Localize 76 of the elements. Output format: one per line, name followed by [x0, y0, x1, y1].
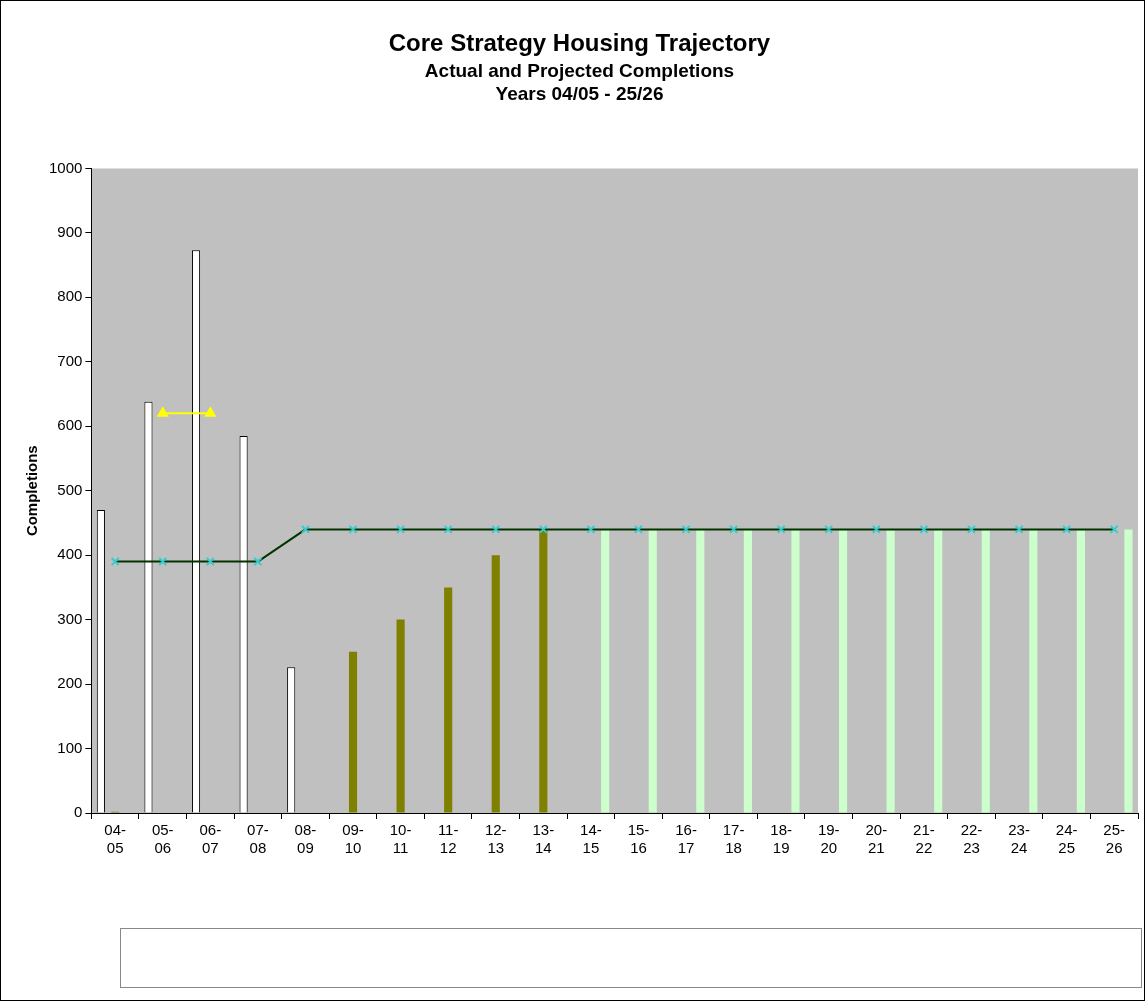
x-tick-label: 21-22	[913, 821, 935, 857]
point	[205, 557, 215, 567]
y-tick-label: 0	[74, 803, 83, 821]
bar	[648, 529, 657, 813]
bar	[743, 529, 752, 813]
bar	[838, 529, 848, 813]
y-axis-title: Completions	[23, 445, 41, 537]
point	[253, 557, 263, 567]
y-tick-label: 300	[57, 609, 83, 627]
bar	[886, 529, 895, 813]
x-tick-label: 18-19	[770, 821, 793, 857]
point	[586, 524, 596, 534]
point	[348, 524, 358, 534]
point	[729, 524, 739, 534]
x-tick-label: 19-20	[817, 821, 840, 857]
bar	[934, 529, 943, 813]
x-tick-label: 06-07	[199, 821, 222, 857]
point	[110, 557, 120, 567]
point	[776, 524, 786, 534]
text: Years 04/05 - 25/26	[495, 83, 664, 105]
bar	[539, 529, 548, 813]
point	[824, 524, 834, 534]
x-tick-label: 12-13	[484, 821, 507, 857]
point	[538, 524, 548, 534]
point	[919, 524, 929, 534]
bar	[791, 529, 800, 813]
point	[1109, 524, 1119, 534]
y-tick-label: 500	[57, 480, 83, 498]
point	[1014, 524, 1024, 534]
point	[491, 524, 501, 534]
bar	[348, 651, 358, 813]
y-tick-label: 600	[57, 416, 83, 434]
point	[681, 524, 691, 534]
y-tick-label: 700	[57, 351, 83, 369]
point	[300, 524, 310, 534]
point	[158, 557, 168, 567]
x-tick-label: 08-09	[294, 821, 317, 857]
text: Actual and Projected Completions	[424, 60, 735, 82]
x-tick-label: 15-16	[627, 821, 650, 857]
x-tick-label: 05-06	[151, 821, 174, 857]
x-tick-label: 11-12	[437, 821, 459, 857]
x-tick-label: 23-24	[1008, 821, 1030, 857]
x-tick-label: 24-25	[1055, 821, 1078, 857]
point	[443, 524, 453, 534]
x-tick-label: 07-08	[247, 821, 269, 857]
x-tick-label: 09-10	[342, 821, 364, 857]
y-tick-label: 100	[57, 738, 83, 756]
y-tick-label: 900	[57, 223, 83, 240]
bar	[1029, 529, 1038, 813]
x-tick-label: 10-11	[389, 821, 412, 857]
bar	[491, 555, 500, 813]
x-tick-label: 14-15	[580, 821, 602, 857]
point	[871, 524, 881, 534]
chart-title: Core Strategy Housing Trajectory	[388, 29, 771, 57]
x-tick-label: 25-26	[1103, 821, 1126, 857]
x-tick-label: 13-14	[532, 821, 555, 857]
point	[1062, 524, 1072, 534]
bar	[601, 529, 610, 813]
x-tick-label: 22-23	[960, 821, 983, 857]
bar	[396, 619, 405, 813]
y-tick-label: 400	[57, 545, 83, 563]
bar	[696, 529, 705, 813]
bar	[444, 587, 453, 813]
point	[633, 524, 644, 534]
x-tick-label: 20-21	[865, 821, 888, 857]
bar	[1124, 529, 1133, 813]
y-tick-label: 1000	[48, 158, 83, 176]
x-tick-label: 04-05	[104, 821, 126, 857]
point	[966, 524, 977, 534]
bar	[1076, 529, 1085, 813]
point	[396, 524, 406, 534]
bar	[981, 529, 990, 813]
y-tick-label: 800	[57, 287, 83, 305]
y-tick-label: 200	[57, 674, 83, 692]
x-tick-label: 16-17	[675, 821, 697, 857]
x-tick-label: 17-18	[722, 821, 745, 857]
